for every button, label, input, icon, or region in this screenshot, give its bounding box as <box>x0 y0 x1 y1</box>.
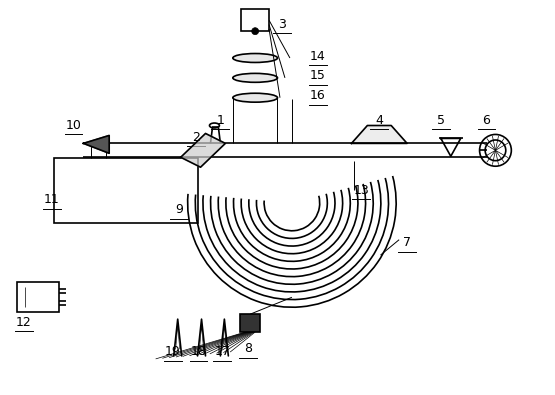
Text: 4: 4 <box>375 114 383 127</box>
Text: 16: 16 <box>310 89 326 102</box>
Text: 13: 13 <box>354 184 369 197</box>
Text: 15: 15 <box>310 70 326 83</box>
Polygon shape <box>181 134 225 167</box>
Circle shape <box>251 28 259 35</box>
Text: 18: 18 <box>190 345 206 358</box>
Text: 8: 8 <box>244 342 252 356</box>
Text: 17: 17 <box>214 345 230 358</box>
Bar <box>54 158 198 223</box>
Text: 9: 9 <box>175 203 183 216</box>
Bar <box>240 314 260 332</box>
Ellipse shape <box>233 53 278 62</box>
Ellipse shape <box>233 73 278 82</box>
Text: 2: 2 <box>191 131 199 144</box>
Text: 10: 10 <box>65 119 82 132</box>
Polygon shape <box>351 126 407 143</box>
Ellipse shape <box>209 123 219 128</box>
Polygon shape <box>83 135 109 153</box>
Text: 6: 6 <box>483 114 491 127</box>
Text: 19: 19 <box>165 345 180 358</box>
Text: 3: 3 <box>278 18 286 31</box>
Text: 1: 1 <box>216 114 224 127</box>
Text: 7: 7 <box>403 236 411 249</box>
Bar <box>241 9 269 31</box>
Text: 12: 12 <box>16 316 32 329</box>
Text: 5: 5 <box>437 114 445 127</box>
Ellipse shape <box>233 93 278 102</box>
Text: 11: 11 <box>44 194 59 207</box>
Text: 14: 14 <box>310 49 326 62</box>
Bar <box>17 282 58 312</box>
